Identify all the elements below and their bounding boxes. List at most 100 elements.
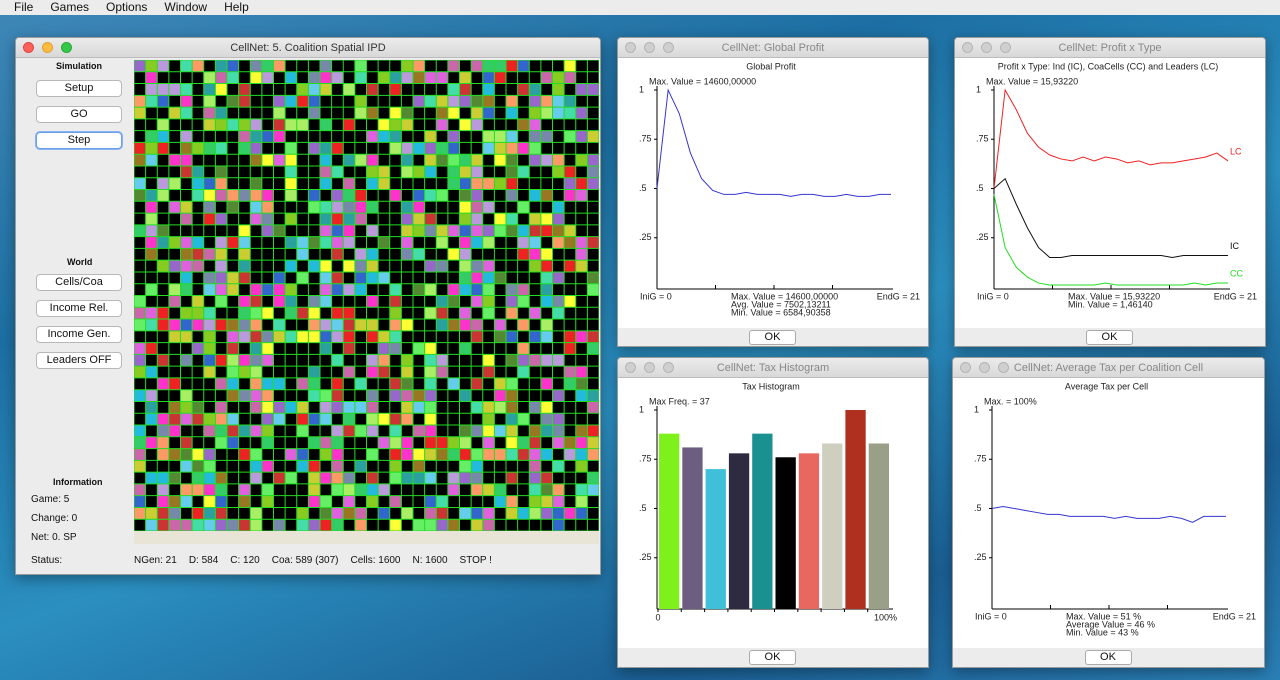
ok-button[interactable]: OK	[749, 650, 796, 665]
cell	[308, 295, 320, 308]
button[interactable]: Setup	[36, 80, 122, 97]
series-line	[993, 194, 1228, 286]
x-start-label: IniG = 0	[640, 291, 672, 301]
cell	[413, 519, 425, 531]
cell	[320, 118, 332, 131]
ok-button[interactable]: OK	[1086, 330, 1133, 345]
button[interactable]: Cells/Coa	[36, 274, 122, 291]
cell	[459, 307, 472, 320]
cell	[413, 389, 425, 402]
cell	[354, 95, 367, 108]
cell	[238, 83, 251, 96]
button[interactable]: Income Gen.	[36, 326, 122, 343]
cell	[587, 389, 599, 402]
cell	[296, 401, 309, 414]
cell	[413, 425, 425, 437]
menu-item[interactable]: Options	[106, 0, 148, 14]
cell	[413, 142, 425, 155]
cell	[134, 448, 146, 461]
cell	[308, 107, 320, 119]
menu-item[interactable]: File	[14, 0, 34, 14]
cell	[273, 283, 286, 296]
cell	[378, 483, 390, 496]
button[interactable]: Income Rel.	[36, 300, 122, 317]
cell	[482, 95, 495, 108]
menu-item[interactable]: Window	[164, 0, 208, 14]
cell	[564, 224, 576, 237]
cell	[145, 130, 158, 143]
cell	[203, 483, 216, 496]
cell	[157, 307, 169, 320]
cell	[238, 389, 251, 402]
cell	[564, 436, 576, 449]
cell	[401, 224, 413, 237]
cell	[587, 271, 599, 284]
cell	[308, 483, 320, 496]
menu-item[interactable]: Help	[224, 0, 249, 14]
button[interactable]: Leaders OFF	[36, 352, 122, 369]
cell	[494, 142, 506, 155]
cell	[203, 107, 216, 119]
cell	[285, 71, 297, 84]
ok-button[interactable]: OK	[749, 330, 796, 345]
cell	[261, 436, 274, 449]
cell	[575, 189, 588, 202]
cell	[540, 448, 553, 461]
cell	[459, 319, 472, 331]
cell	[261, 342, 274, 355]
cell	[134, 307, 146, 320]
cell	[564, 330, 576, 343]
cell	[506, 213, 518, 225]
cell	[540, 425, 553, 437]
cell	[482, 201, 495, 214]
cell	[459, 271, 472, 284]
cell	[482, 366, 495, 378]
cell	[192, 60, 204, 72]
x-tick-label: 100%	[874, 612, 897, 622]
cell	[296, 118, 309, 131]
cell	[215, 71, 227, 84]
cell	[482, 519, 495, 531]
cell	[459, 507, 472, 520]
title-bar: CellNet: Profit x Type	[955, 38, 1265, 58]
cell	[482, 354, 495, 367]
cell	[203, 472, 216, 484]
cell	[529, 483, 541, 496]
cell	[471, 236, 483, 249]
cell	[168, 330, 181, 343]
cell	[343, 118, 355, 131]
cell	[482, 271, 495, 284]
cell	[308, 260, 320, 272]
cell	[320, 330, 332, 343]
button[interactable]: GO	[36, 106, 122, 123]
cell	[552, 224, 565, 237]
cell	[250, 60, 262, 72]
status-item: Coa: 589 (307)	[271, 555, 339, 566]
cell	[366, 83, 379, 96]
cell	[471, 95, 483, 108]
cell	[215, 319, 227, 331]
cell	[540, 213, 553, 225]
cell	[157, 377, 169, 390]
cell	[436, 519, 448, 531]
cell	[320, 283, 332, 296]
cell	[366, 472, 379, 484]
menu-item[interactable]: Games	[50, 0, 90, 14]
cell	[331, 330, 344, 343]
cell	[529, 118, 541, 131]
cell	[285, 118, 297, 131]
button[interactable]: Step	[36, 132, 122, 149]
cell	[401, 118, 413, 131]
cell	[145, 236, 158, 249]
y-tick-label: 1	[639, 404, 644, 414]
cell	[180, 95, 193, 108]
cell	[540, 189, 553, 202]
ok-button[interactable]: OK	[1084, 650, 1132, 665]
cell	[168, 401, 181, 414]
cell	[343, 260, 355, 272]
cell	[250, 401, 262, 414]
bar	[845, 410, 866, 609]
cell	[203, 519, 216, 531]
cell	[540, 248, 553, 261]
cell	[413, 342, 425, 355]
